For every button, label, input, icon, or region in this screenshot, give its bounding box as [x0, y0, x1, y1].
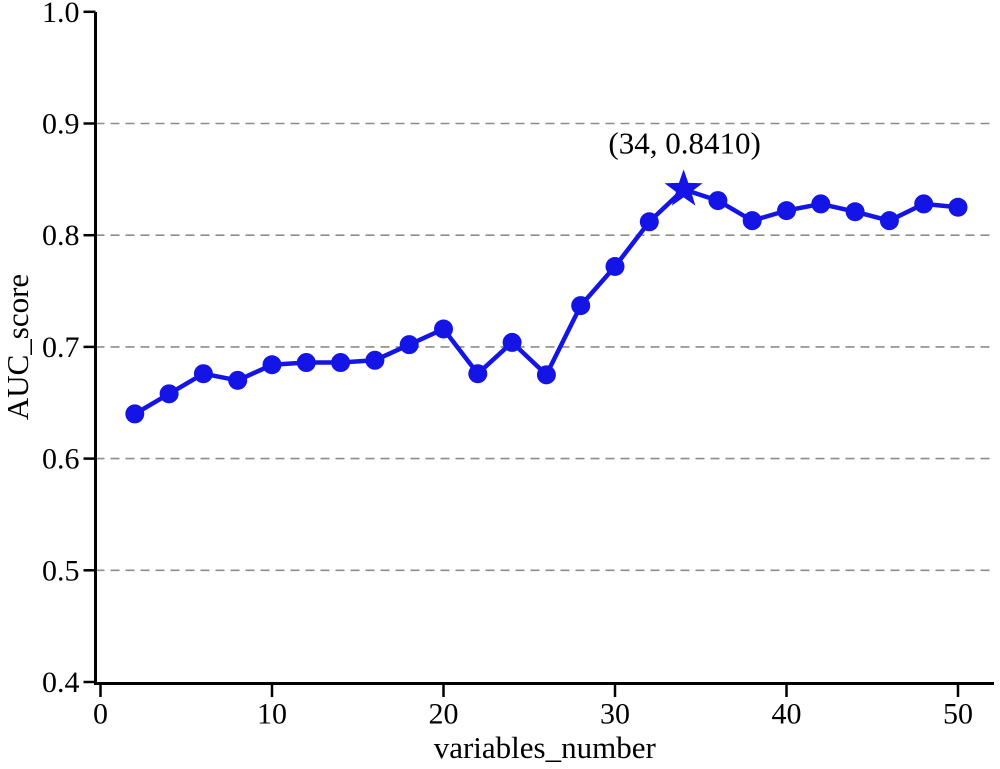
x-tick-label: 30 — [600, 698, 630, 731]
y-tick-label: 0.8 — [42, 219, 80, 252]
y-axis-label: AUC_score — [0, 274, 35, 420]
data-point — [296, 353, 316, 373]
x-tick-label: 0 — [93, 698, 108, 731]
data-point — [399, 335, 419, 355]
x-tick-label: 10 — [257, 698, 287, 731]
data-point — [331, 353, 351, 373]
x-axis-label: variables_number — [434, 730, 657, 765]
y-tick-label: 0.6 — [42, 443, 80, 476]
data-point — [502, 332, 522, 352]
data-point — [879, 211, 899, 231]
data-point — [434, 319, 453, 339]
data-point — [777, 201, 796, 221]
data-point — [948, 197, 968, 217]
y-tick-label: 0.7 — [42, 331, 80, 364]
x-tick-label: 50 — [943, 698, 973, 731]
peak-annotation: (34, 0.8410) — [608, 125, 760, 160]
data-point — [605, 256, 625, 276]
data-point — [742, 211, 762, 231]
data-point — [193, 364, 213, 384]
data-point — [365, 350, 385, 370]
y-tick-label: 0.5 — [42, 554, 80, 587]
data-point — [468, 364, 488, 384]
data-point — [639, 212, 659, 232]
data-point — [811, 194, 831, 214]
data-point — [845, 202, 865, 222]
data-point — [914, 194, 934, 214]
y-tick-label: 1.0 — [42, 0, 80, 29]
x-tick-label: 40 — [772, 698, 802, 731]
x-tick-label: 20 — [429, 698, 459, 731]
data-point — [125, 404, 145, 424]
data-point — [262, 355, 282, 375]
y-tick-label: 0.4 — [42, 666, 80, 699]
data-point — [708, 191, 728, 211]
y-tick-label: 0.9 — [42, 108, 80, 141]
peak-star-marker — [664, 169, 703, 206]
data-point — [159, 384, 179, 404]
data-point — [228, 370, 248, 390]
data-point — [571, 296, 591, 316]
data-point — [536, 365, 556, 385]
